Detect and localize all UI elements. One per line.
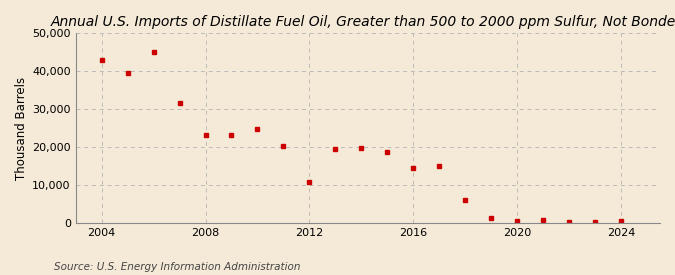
Title: Annual U.S. Imports of Distillate Fuel Oil, Greater than 500 to 2000 ppm Sulfur,: Annual U.S. Imports of Distillate Fuel O… (51, 15, 675, 29)
Y-axis label: Thousand Barrels: Thousand Barrels (15, 76, 28, 180)
Text: Source: U.S. Energy Information Administration: Source: U.S. Energy Information Administ… (54, 262, 300, 272)
